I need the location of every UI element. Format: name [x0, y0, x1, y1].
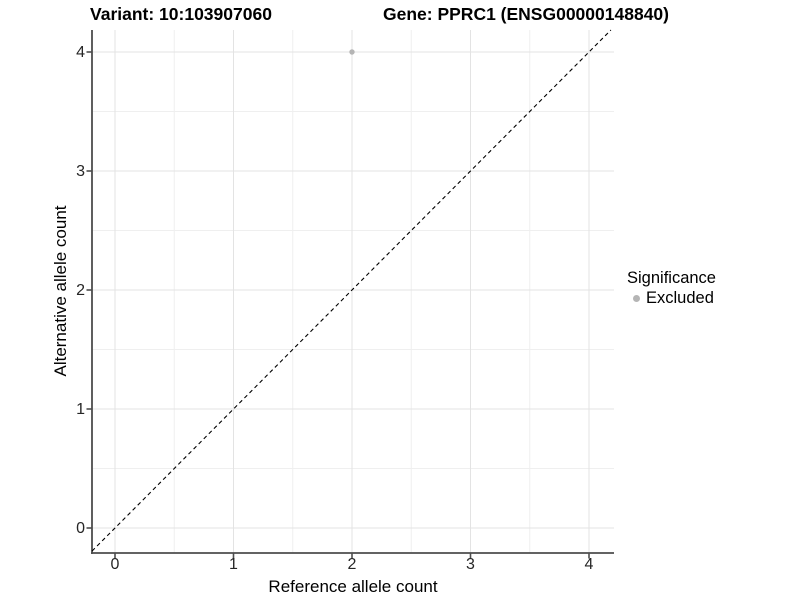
gene-title: Gene: PPRC1 (ENSG00000148840) [383, 4, 669, 24]
x-tick-label: 3 [466, 556, 475, 573]
legend-entry-excluded: Excluded [627, 289, 716, 307]
y-tick-label: 1 [76, 400, 85, 418]
variant-title: Variant: 10:103907060 [90, 4, 272, 24]
excluded-point-icon [633, 294, 640, 302]
x-tick-label: 4 [584, 556, 594, 573]
y-tick-label: 0 [76, 519, 85, 537]
identity-dashed-line [91, 29, 612, 552]
x-tick-label: 2 [347, 556, 357, 573]
legend-entry-label: Excluded [646, 289, 714, 307]
x-tick-label: 1 [229, 556, 238, 573]
x-tick-label: 0 [110, 556, 120, 573]
data-point [349, 49, 355, 55]
y-axis-title: Alternative allele count [51, 205, 70, 377]
y-tick-label: 2 [76, 281, 85, 299]
legend: Significance Excluded [627, 268, 716, 307]
y-tick-label: 3 [76, 162, 85, 180]
x-axis-title: Reference allele count [268, 577, 438, 596]
legend-title: Significance [627, 269, 716, 287]
y-tick-label: 4 [76, 43, 85, 61]
